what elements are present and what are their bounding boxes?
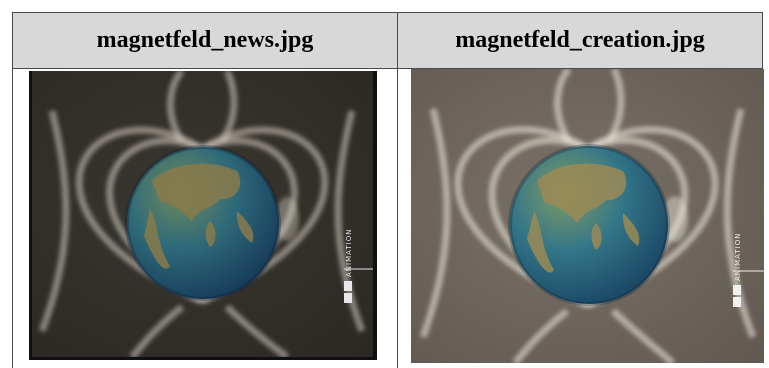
header-news-filename: magnetfeld_news.jpg: [13, 13, 397, 68]
creation-image-cell: ANIMATION: [398, 69, 764, 368]
table-border-left: [12, 12, 13, 368]
table-border-right: [762, 12, 763, 69]
creation-image: ANIMATION: [411, 69, 764, 363]
table-border-middle: [397, 12, 398, 368]
animation-watermark: ANIMATION: [345, 229, 353, 277]
table-border-header: [12, 68, 763, 69]
news-image-cell: ANIMATION: [13, 69, 397, 368]
comparison-table: magnetfeld_news.jpg magnetfeld_creation.…: [12, 12, 764, 368]
animation-watermark: ANIMATION: [734, 233, 742, 281]
table-border-top: [12, 12, 763, 13]
earth-magnetic-field-image: ANIMATION: [411, 69, 764, 363]
header-creation-filename: magnetfeld_creation.jpg: [398, 13, 762, 68]
earth-magnetic-field-image: ANIMATION: [32, 71, 373, 357]
news-image: ANIMATION: [29, 71, 377, 360]
